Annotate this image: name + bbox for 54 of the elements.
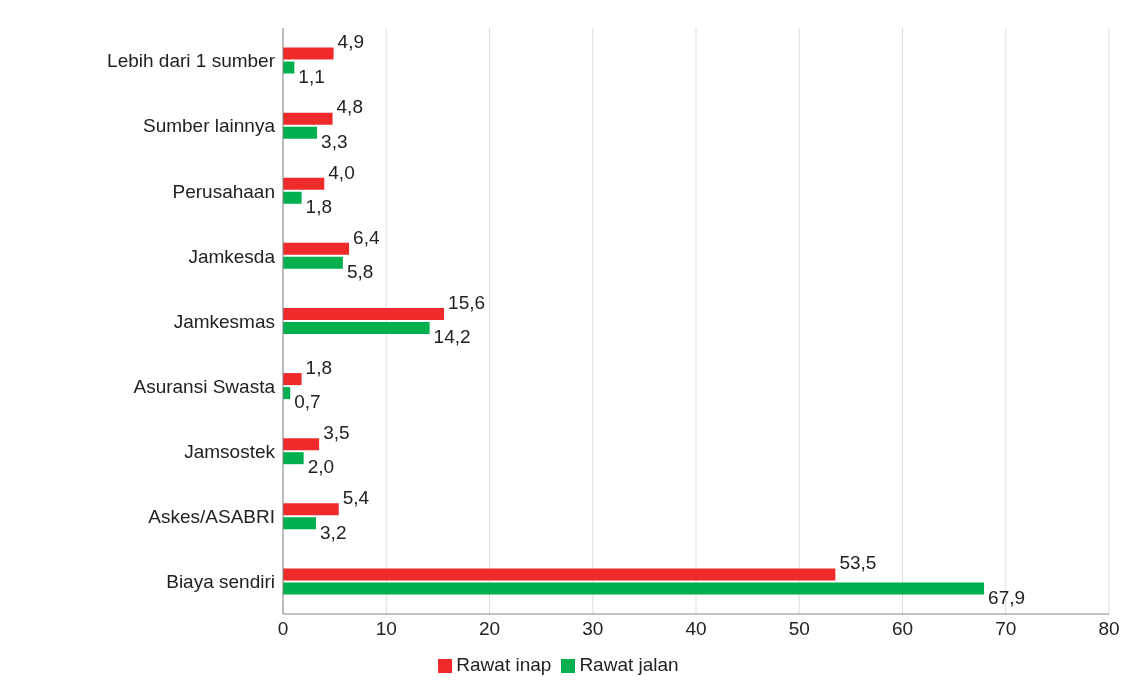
data-label: 1,1: [298, 65, 325, 87]
bar: [283, 321, 430, 334]
x-tick-label: 20: [478, 618, 501, 640]
data-label: 15,6: [448, 291, 486, 313]
bar: [283, 112, 333, 125]
data-label: 67,9: [988, 586, 1026, 608]
data-label: 4,0: [328, 161, 355, 183]
bar: [283, 242, 350, 255]
y-tick-label: Jamsostek: [184, 440, 276, 462]
data-label: 0,7: [294, 391, 321, 413]
data-label: 6,4: [353, 226, 380, 248]
x-tick-label: 40: [685, 618, 707, 640]
bar: [283, 307, 445, 320]
legend-label: Rawat jalan: [579, 654, 679, 675]
x-tick-label: 70: [995, 618, 1017, 640]
data-label: 1,8: [305, 195, 333, 217]
data-label: 1,8: [305, 356, 333, 378]
data-label: 3,5: [323, 422, 350, 444]
bar: [283, 126, 318, 139]
y-tick-label: Jamkesmas: [173, 310, 275, 332]
data-label: 53,5: [839, 552, 877, 574]
x-tick-label: 0: [277, 618, 289, 640]
data-label: 5,8: [346, 261, 374, 283]
data-label: 4,8: [336, 96, 363, 118]
bar: [283, 191, 302, 204]
y-tick-label: Lebih dari 1 sumber: [107, 50, 276, 72]
data-label: 4,9: [337, 31, 365, 53]
y-tick-label: Askes/ASABRI: [148, 506, 275, 528]
bar: [283, 517, 317, 530]
x-tick-label: 30: [582, 618, 604, 640]
y-tick-label: Jamkesda: [188, 245, 276, 267]
y-tick-label: Perusahaan: [172, 180, 275, 202]
legend-label: Rawat inap: [456, 654, 552, 675]
data-label: 14,2: [433, 326, 471, 348]
bar: [283, 47, 334, 60]
bar: [283, 438, 320, 451]
data-label: 5,4: [342, 487, 370, 509]
data-label: 3,2: [320, 521, 347, 543]
y-tick-label: Biaya sendiri: [166, 571, 275, 593]
data-label: 3,3: [321, 130, 348, 152]
data-label: 2,0: [307, 456, 335, 478]
bar: [283, 452, 304, 465]
x-tick-label: 80: [1098, 618, 1120, 640]
y-tick-label: Sumber lainnya: [142, 115, 276, 137]
bar: [283, 503, 339, 516]
bar: [283, 568, 836, 581]
bar: [283, 582, 985, 595]
bar: [283, 256, 343, 269]
x-tick-label: 60: [891, 618, 914, 640]
y-tick-label: Asuransi Swasta: [133, 375, 276, 397]
bar: [283, 177, 325, 190]
x-tick-label: 10: [375, 618, 397, 640]
x-tick-label: 50: [788, 618, 810, 640]
bar: [283, 373, 302, 386]
